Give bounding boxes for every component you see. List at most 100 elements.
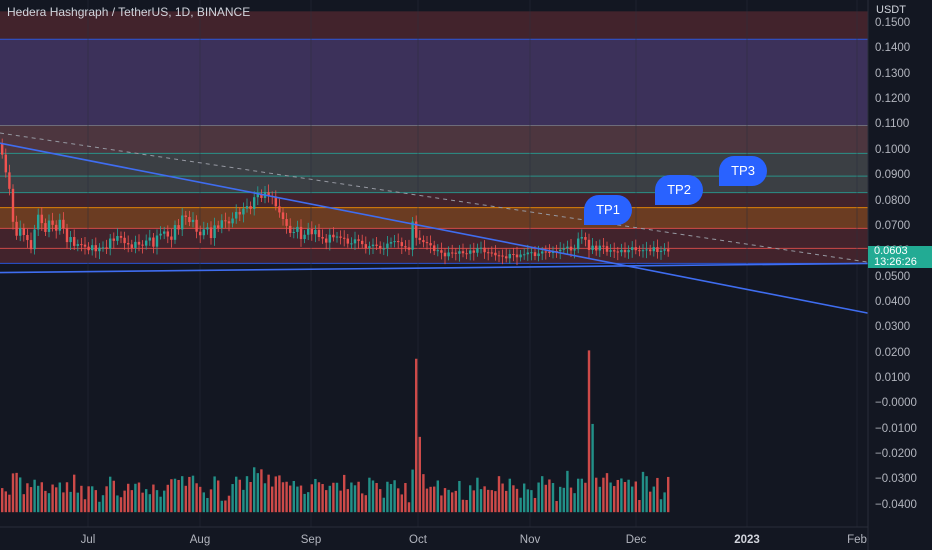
tp3-label[interactable]: TP3	[719, 156, 767, 186]
volume-bar	[559, 486, 562, 513]
candle-body	[407, 247, 411, 250]
candle-body	[58, 219, 61, 231]
volume-bar	[213, 476, 216, 513]
volume-bar	[659, 499, 663, 513]
candle-body	[134, 241, 137, 248]
candle-body	[155, 235, 159, 247]
candle-body	[40, 214, 43, 224]
volume-bar	[339, 490, 342, 513]
candle-body	[213, 225, 216, 239]
candle-body	[436, 250, 439, 252]
volume-bar	[505, 490, 508, 513]
tp1-label[interactable]: TP1	[584, 195, 632, 225]
candle-body	[209, 227, 213, 239]
candle-body	[447, 252, 450, 257]
volume-bar	[206, 497, 209, 513]
candle-body	[530, 252, 533, 254]
volume-bar	[652, 486, 655, 513]
candle-body	[224, 220, 227, 222]
volume-bar	[501, 483, 504, 513]
volume-bar	[134, 483, 137, 513]
volume-bar	[454, 490, 457, 513]
candle-body	[343, 237, 346, 239]
candle-body	[76, 244, 79, 246]
candle-body	[37, 214, 40, 230]
candle-body	[62, 219, 65, 229]
volume-bar	[181, 476, 184, 513]
volume-bar	[227, 495, 231, 513]
volume-bar	[451, 492, 454, 513]
candle-body	[461, 251, 465, 254]
volume-bar	[51, 484, 54, 513]
y-tick-label: 0.0300	[875, 321, 911, 334]
volume-bar	[548, 479, 551, 513]
volume-bar	[4, 491, 7, 513]
candle-body	[4, 154, 7, 173]
candle-body	[231, 218, 234, 224]
candle-body	[123, 237, 126, 244]
volume-bar	[91, 486, 94, 513]
candle-body	[325, 238, 328, 243]
candle-body	[19, 228, 22, 236]
x-tick-label: Sep	[300, 534, 322, 546]
volume-bar	[274, 476, 277, 513]
candle-body	[321, 237, 324, 239]
volume-bar	[188, 476, 191, 513]
candle-body	[591, 245, 594, 250]
volume-bar	[166, 484, 169, 513]
candle-body	[505, 256, 508, 259]
volume-bar	[598, 486, 601, 513]
candle-body	[55, 224, 58, 231]
volume-bar	[163, 490, 166, 513]
volume-bar	[422, 474, 425, 513]
volume-bar	[656, 477, 659, 513]
volume-bar	[346, 489, 349, 513]
volume-bar	[19, 477, 22, 513]
candle-body	[148, 237, 151, 241]
price-zone-4	[0, 207, 868, 229]
volume-bar	[105, 486, 108, 513]
volume-bar	[1, 488, 4, 513]
volume-bar	[537, 482, 540, 513]
candle-body	[256, 193, 259, 198]
candle-body	[26, 234, 29, 241]
candle-body	[501, 255, 504, 257]
volume-bar	[217, 480, 220, 513]
volume-bar	[242, 489, 245, 513]
volume-bar	[566, 470, 569, 513]
volume-bar	[638, 500, 641, 513]
volume-bar	[397, 488, 400, 513]
volume-bar	[483, 486, 486, 513]
x-tick-label: Dec	[625, 534, 647, 546]
candle-body	[335, 236, 339, 238]
candle-body	[479, 247, 483, 249]
tp2-label[interactable]: TP2	[655, 175, 703, 205]
candle-body	[33, 229, 36, 250]
candle-body	[623, 249, 627, 253]
candle-body	[523, 254, 526, 256]
volume-bar	[476, 477, 479, 513]
volume-bar	[112, 480, 115, 513]
volume-bar	[551, 483, 555, 513]
candle-body	[310, 228, 313, 235]
volume-bar	[328, 485, 331, 513]
candle-body	[587, 239, 591, 250]
volume-bar	[418, 436, 421, 513]
candle-body	[663, 249, 666, 251]
volume-bar	[209, 489, 213, 513]
candle-body	[227, 221, 231, 224]
volume-bar	[94, 490, 97, 513]
x-tick-label: Jul	[80, 534, 96, 546]
candle-body	[429, 243, 432, 246]
volume-bar	[55, 487, 58, 513]
candle-body	[317, 229, 321, 238]
volume-bar	[26, 483, 29, 513]
candles	[1, 138, 670, 266]
candle-body	[184, 215, 187, 217]
volume-bar	[623, 482, 627, 513]
volume-bar	[127, 483, 130, 513]
candle-body	[109, 238, 112, 249]
candle-body	[508, 254, 511, 259]
candle-body	[260, 193, 263, 198]
